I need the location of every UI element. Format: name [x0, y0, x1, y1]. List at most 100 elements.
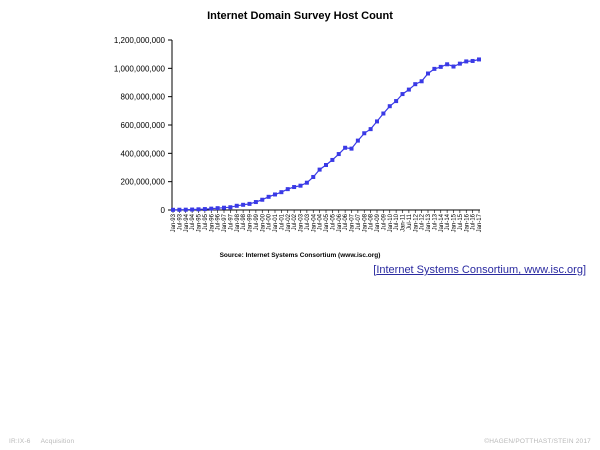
- x-tick-label: Jul-94: [190, 213, 196, 230]
- data-point: [375, 119, 379, 124]
- y-tick-label: 1,200,000,000: [114, 36, 166, 45]
- x-tick-label: Jul-99: [254, 213, 260, 230]
- x-tick-label: Jan-13: [426, 213, 432, 232]
- data-point: [394, 99, 399, 104]
- x-tick-label: Jul-02: [292, 213, 298, 230]
- x-tick-label: Jan-07: [350, 213, 356, 232]
- data-point: [190, 207, 195, 212]
- x-tick-label: Jul-11: [407, 213, 413, 230]
- data-point: [279, 190, 284, 195]
- x-tick-label: Jul-98: [241, 213, 247, 230]
- x-tick-label: Jul-09: [381, 213, 387, 230]
- x-tick-label: Jul-05: [330, 213, 336, 230]
- x-tick-label: Jul-03: [305, 213, 311, 230]
- x-axis: Jan-93 Jul-93 Jan-94 Jul-94 Jan-95 Jul-95 Jan-…: [171, 209, 483, 232]
- data-point: [177, 207, 182, 212]
- source-citation: [Internet Systems Consortium, www.isc.or…: [373, 264, 586, 276]
- data-point: [222, 205, 226, 210]
- data-point: [266, 194, 271, 199]
- x-tick-label: Jan-03: [299, 213, 305, 232]
- x-tick-label: Jan-11: [401, 213, 407, 232]
- host-count-chart: Internet Domain Survey Host Count 0 200,0…: [114, 10, 483, 259]
- x-tick-label: Jul-14: [445, 213, 451, 230]
- x-tick-label: Jan-01: [273, 213, 279, 232]
- x-tick-label: Jan-02: [286, 213, 292, 232]
- footer-course: IR:IX-6: [9, 438, 31, 445]
- data-point: [381, 111, 386, 116]
- chart-title: Internet Domain Survey Host Count: [207, 10, 393, 22]
- x-tick-label: Jul-01: [279, 213, 285, 230]
- data-point: [311, 174, 316, 179]
- chart-source-note: Source: Internet Systems Consortium (www…: [220, 252, 381, 259]
- data-point: [171, 207, 175, 212]
- data-point: [445, 62, 450, 67]
- x-tick-label: Jul-93: [177, 213, 183, 230]
- y-axis: 0 200,000,000 400,000,000 600,000,000 800,00…: [114, 36, 173, 215]
- data-point: [183, 207, 188, 212]
- data-point: [432, 66, 437, 71]
- data-point: [234, 203, 239, 208]
- x-tick-label: Jan-12: [413, 213, 419, 232]
- x-tick-label: Jul-95: [203, 213, 209, 230]
- x-tick-label: Jan-04: [311, 213, 317, 232]
- footer-copyright: ©HAGEN/POTTHAST/STEIN 2017: [484, 438, 591, 445]
- data-point: [317, 167, 322, 172]
- x-tick-label: Jan-96: [209, 213, 215, 232]
- y-tick-label: 600,000,000: [121, 121, 166, 130]
- data-point: [228, 205, 233, 210]
- x-tick-label: Jul-16: [471, 213, 477, 230]
- data-point: [324, 163, 328, 168]
- x-tick-label: Jan-17: [477, 213, 483, 232]
- x-tick-label: Jan-95: [197, 213, 203, 232]
- x-tick-label: Jul-97: [228, 213, 234, 230]
- x-tick-label: Jul-04: [318, 213, 324, 230]
- x-tick-label: Jan-08: [362, 213, 368, 232]
- data-point: [349, 146, 354, 151]
- x-tick-label: Jul-12: [420, 213, 426, 230]
- data-point: [477, 57, 481, 62]
- data-point: [387, 104, 392, 109]
- y-tick-label: 0: [161, 206, 166, 215]
- x-tick-label: Jan-94: [184, 213, 190, 232]
- data-point: [413, 82, 418, 87]
- x-tick-label: Jul-96: [216, 213, 222, 230]
- data-point: [202, 207, 207, 212]
- x-tick-label: Jul-08: [369, 213, 375, 230]
- data-point: [426, 71, 430, 76]
- series-line: [172, 58, 480, 211]
- data-point: [196, 207, 201, 212]
- data-point: [292, 185, 297, 190]
- data-point: [457, 61, 462, 66]
- data-point: [241, 202, 246, 207]
- data-point: [355, 138, 360, 143]
- x-tick-label: Jul-00: [267, 213, 273, 230]
- x-tick-label: Jul-10: [394, 213, 400, 230]
- x-tick-label: Jan-98: [235, 213, 241, 232]
- x-tick-label: Jul-07: [356, 213, 362, 230]
- data-point: [260, 197, 265, 202]
- data-point: [298, 183, 303, 188]
- data-point: [247, 201, 252, 206]
- x-tick-label: Jul-13: [432, 213, 438, 230]
- y-tick-label: 1,000,000,000: [114, 64, 166, 73]
- footer-section: Acquisition: [40, 438, 75, 445]
- data-point: [215, 206, 220, 211]
- x-tick-label: Jan-99: [248, 213, 254, 232]
- series-host-count: [171, 57, 481, 212]
- x-tick-label: Jan-06: [337, 213, 343, 232]
- y-tick-label: 200,000,000: [121, 178, 166, 187]
- data-point: [285, 187, 290, 192]
- y-tick-label: 800,000,000: [121, 93, 166, 102]
- data-point: [406, 87, 411, 92]
- x-tick-label: Jul-06: [343, 213, 349, 230]
- x-tick-label: Jan-10: [388, 213, 394, 232]
- data-point: [400, 92, 405, 97]
- x-tick-label: Jan-05: [324, 213, 330, 232]
- y-tick-label: 400,000,000: [121, 149, 166, 158]
- data-point: [438, 64, 443, 69]
- data-point: [336, 152, 341, 157]
- data-point: [368, 127, 373, 132]
- isc-link[interactable]: Internet Systems Consortium, www.isc.org: [376, 264, 583, 276]
- data-point: [419, 79, 424, 84]
- data-point: [330, 157, 335, 162]
